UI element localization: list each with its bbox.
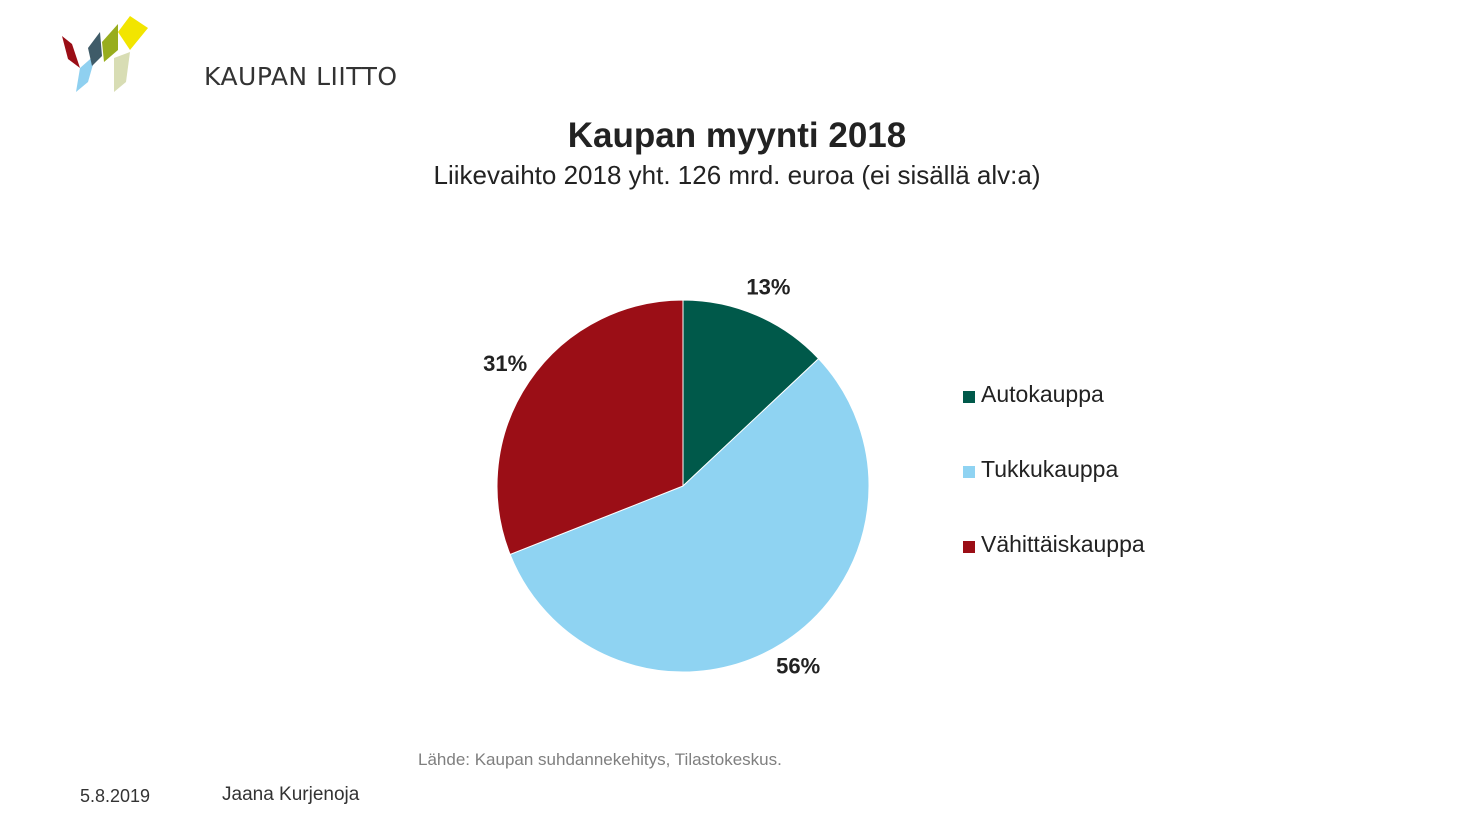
legend-swatch: [963, 466, 975, 478]
pie-slice-autokauppa: [682, 299, 820, 488]
logo-shape-yellow: [118, 16, 148, 50]
legend-label: Autokauppa: [981, 381, 1104, 407]
pie-slice-tukkukauppa: [509, 357, 870, 673]
pie-data-label: 31%: [483, 351, 527, 376]
legend-label: Vähittäiskauppa: [981, 531, 1145, 557]
footer-author: Jaana Kurjenoja: [222, 784, 360, 805]
pie-slice-vhittiskauppa: [496, 299, 684, 556]
brand-logo: KAUPAN LIITTO: [58, 12, 397, 97]
logo-shape-red: [62, 36, 80, 68]
logo-shape-slate: [88, 32, 102, 66]
logo-shape-blue: [76, 54, 96, 92]
legend-label: Tukkukauppa: [981, 456, 1119, 482]
logo-shape-beige: [114, 52, 130, 92]
legend-swatch: [963, 541, 975, 553]
pie-data-label: 13%: [746, 274, 790, 299]
chart-title: Kaupan myynti 2018: [567, 116, 907, 155]
logo-shape-green: [102, 24, 118, 62]
logo-text: KAUPAN LIITTO: [204, 62, 398, 91]
pie-data-label: 56%: [776, 653, 820, 678]
logo-mark: [62, 16, 148, 92]
source-note: Lähde: Kaupan suhdannekehitys, Tilastoke…: [418, 750, 782, 769]
legend-swatch: [963, 391, 975, 403]
footer-date: 5.8.2019: [80, 786, 151, 806]
chart-subtitle: Liikevaihto 2018 yht. 126 mrd. euroa (ei…: [433, 160, 1041, 190]
